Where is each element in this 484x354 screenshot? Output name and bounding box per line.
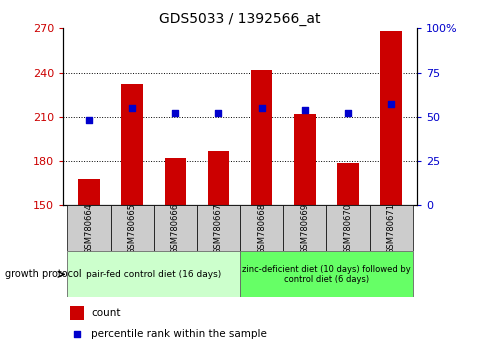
Bar <box>369 205 412 251</box>
Bar <box>121 84 143 205</box>
Text: percentile rank within the sample: percentile rank within the sample <box>91 329 267 339</box>
Point <box>128 105 136 111</box>
Text: GSM780670: GSM780670 <box>343 203 352 254</box>
Text: count: count <box>91 308 121 318</box>
Text: GSM780665: GSM780665 <box>127 203 136 254</box>
Bar <box>240 205 283 251</box>
Bar <box>250 70 272 205</box>
Bar <box>207 151 229 205</box>
Point <box>344 110 351 116</box>
Bar <box>326 205 369 251</box>
Bar <box>240 251 412 297</box>
Text: GSM780669: GSM780669 <box>300 203 309 254</box>
Point <box>73 331 81 337</box>
Point <box>387 102 394 107</box>
Point <box>171 110 179 116</box>
Bar <box>67 205 110 251</box>
Bar <box>379 31 401 205</box>
Bar <box>67 251 240 297</box>
Bar <box>78 179 100 205</box>
Bar <box>293 114 315 205</box>
Text: GSM780667: GSM780667 <box>213 203 223 254</box>
Text: GSM780671: GSM780671 <box>386 203 395 254</box>
Point <box>214 110 222 116</box>
Bar <box>197 205 240 251</box>
Bar <box>153 205 197 251</box>
Bar <box>70 307 84 320</box>
Text: zinc-deficient diet (10 days) followed by
control diet (6 days): zinc-deficient diet (10 days) followed b… <box>242 265 410 284</box>
Bar <box>336 162 358 205</box>
Text: pair-fed control diet (16 days): pair-fed control diet (16 days) <box>86 270 221 279</box>
Bar <box>164 158 186 205</box>
Text: GSM780668: GSM780668 <box>257 203 266 254</box>
Point <box>257 105 265 111</box>
Point <box>85 118 92 123</box>
Text: GSM780664: GSM780664 <box>84 203 93 254</box>
Text: GSM780666: GSM780666 <box>170 203 180 254</box>
Title: GDS5033 / 1392566_at: GDS5033 / 1392566_at <box>159 12 320 26</box>
Text: growth protocol: growth protocol <box>5 269 81 279</box>
Bar <box>283 205 326 251</box>
Point <box>301 107 308 113</box>
Bar <box>110 205 153 251</box>
